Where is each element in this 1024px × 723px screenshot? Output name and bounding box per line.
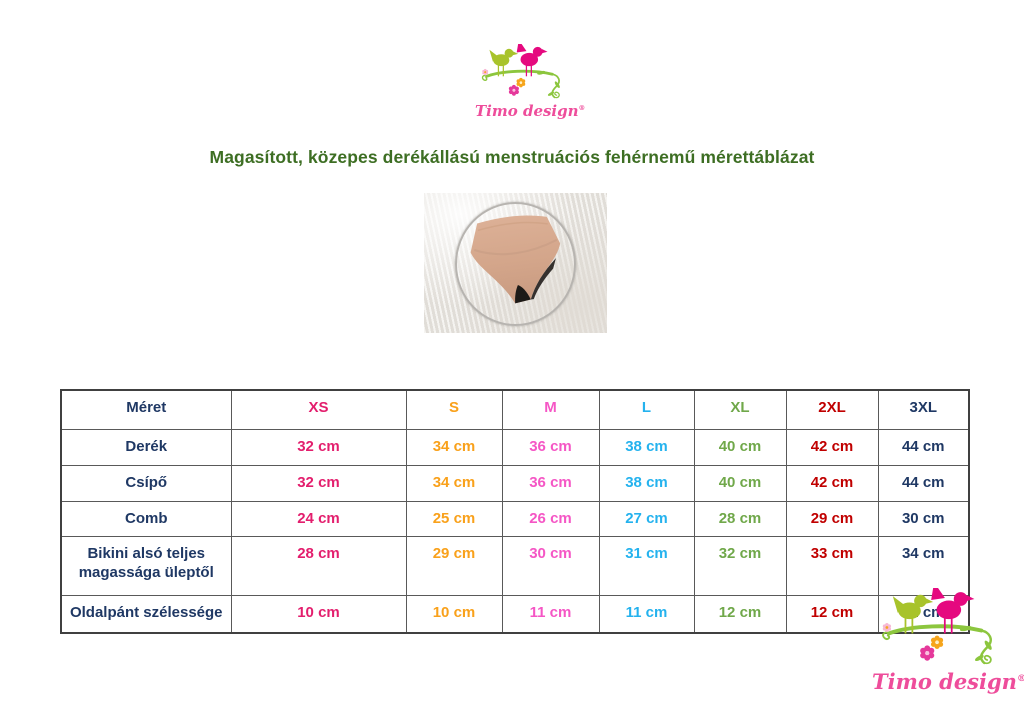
size-value-cell: 27 cm (598, 501, 695, 537)
size-value-cell: 32 cm (230, 429, 407, 466)
size-value-cell: 12 cm (785, 595, 879, 634)
brand-name: Timo design (872, 669, 1017, 694)
size-column-header-l: L (598, 389, 695, 430)
embroidery-ring (455, 202, 576, 326)
brand-wordmark: Timo design® (872, 671, 1024, 692)
size-value-cell: 24 cm (230, 501, 407, 537)
size-value-cell: 10 cm (405, 595, 503, 634)
product-photo (424, 193, 607, 333)
size-value-cell: 30 cm (877, 501, 970, 537)
size-column-header-3xl: 3XL (877, 389, 970, 430)
branch-leaves (959, 625, 992, 662)
size-value-cell: 44 cm (877, 429, 970, 466)
size-column-header-m: M (501, 389, 600, 430)
size-value-cell: 34 cm (877, 536, 970, 596)
pale-flower-icon (882, 623, 892, 633)
size-value-cell: 36 cm (501, 429, 600, 466)
table-row-hip: Csípő 32 cm 34 cm 36 cm 38 cm 40 cm 42 c… (60, 465, 970, 502)
size-value-cell: 12 cm (693, 595, 787, 634)
birds-branch-icon (882, 588, 992, 665)
size-value-cell: 26 cm (501, 501, 600, 537)
size-value-cell: 42 cm (785, 465, 879, 502)
registered-mark: ® (1016, 673, 1024, 684)
table-row-thigh: Comb 24 cm 25 cm 26 cm 27 cm 28 cm 29 cm… (60, 501, 970, 537)
table-row-waist: Derék 32 cm 34 cm 36 cm 38 cm 40 cm 42 c… (60, 429, 970, 466)
table-row-bikini-height: Bikini alsó teljes magassága üleptől 28 … (60, 536, 970, 596)
size-value-cell: 31 cm (598, 536, 695, 596)
size-value-cell: 30 cm (501, 536, 600, 596)
pink-bird-icon (516, 44, 548, 77)
size-value-cell: 11 cm (501, 595, 600, 634)
brand-name: Timo design (475, 102, 579, 120)
size-value-cell: 40 cm (693, 429, 787, 466)
size-value-cell: 28 cm (230, 536, 407, 596)
size-value-cell: 29 cm (785, 501, 879, 537)
size-table: Méret XS S M L XL 2XL 3XL Derék 32 cm 34… (60, 389, 970, 634)
size-value-cell: 32 cm (693, 536, 787, 596)
pale-flower-icon (482, 68, 489, 76)
size-value-cell: 38 cm (598, 465, 695, 502)
table-corner-header: Méret (60, 389, 232, 430)
size-value-cell: 44 cm (877, 465, 970, 502)
size-value-cell: 25 cm (405, 501, 503, 537)
table-header-row: Méret XS S M L XL 2XL 3XL (60, 389, 970, 430)
brand-logo-top: Timo design® (475, 44, 585, 119)
brand-wordmark: Timo design® (475, 104, 585, 119)
size-value-cell: 34 cm (405, 465, 503, 502)
branch-leaves (537, 70, 560, 96)
size-column-header-xl: XL (693, 389, 787, 430)
underwear-image (470, 215, 561, 304)
orange-flower-icon (516, 77, 526, 88)
size-value-cell: 38 cm (598, 429, 695, 466)
page-title: Magasított, közepes derékállású menstruá… (209, 147, 815, 167)
pink-bird-icon (931, 588, 975, 634)
size-value-cell: 32 cm (230, 465, 407, 502)
row-label: Derék (60, 429, 232, 466)
size-value-cell: 11 cm (598, 595, 695, 634)
table-row-side-strap: Oldalpánt szélessége 10 cm 10 cm 11 cm 1… (60, 595, 970, 634)
size-value-cell: 10 cm (230, 595, 407, 634)
size-value-cell: 42 cm (785, 429, 879, 466)
pink-flower-icon (508, 84, 519, 96)
birds-branch-icon (481, 44, 560, 99)
green-bird-icon (489, 48, 519, 77)
registered-mark: ® (578, 104, 586, 112)
brand-logo-bottom: Timo design® (872, 588, 1024, 692)
size-value-cell: 28 cm (693, 501, 787, 537)
pink-flower-icon (920, 645, 935, 661)
size-value-cell: 40 cm (693, 465, 787, 502)
row-label: Bikini alsó teljes magassága üleptől (60, 536, 232, 596)
size-column-header-s: S (405, 389, 503, 430)
size-value-cell: 29 cm (405, 536, 503, 596)
row-label: Comb (60, 501, 232, 537)
size-column-header-2xl: 2XL (785, 389, 879, 430)
size-value-cell: 34 cm (405, 429, 503, 466)
size-column-header-xs: XS (230, 389, 407, 430)
row-label: Csípő (60, 465, 232, 502)
green-bird-icon (892, 594, 934, 634)
size-value-cell: 33 cm (785, 536, 879, 596)
row-label: Oldalpánt szélessége (60, 595, 232, 634)
orange-flower-icon (930, 635, 944, 649)
size-value-cell: 36 cm (501, 465, 600, 502)
